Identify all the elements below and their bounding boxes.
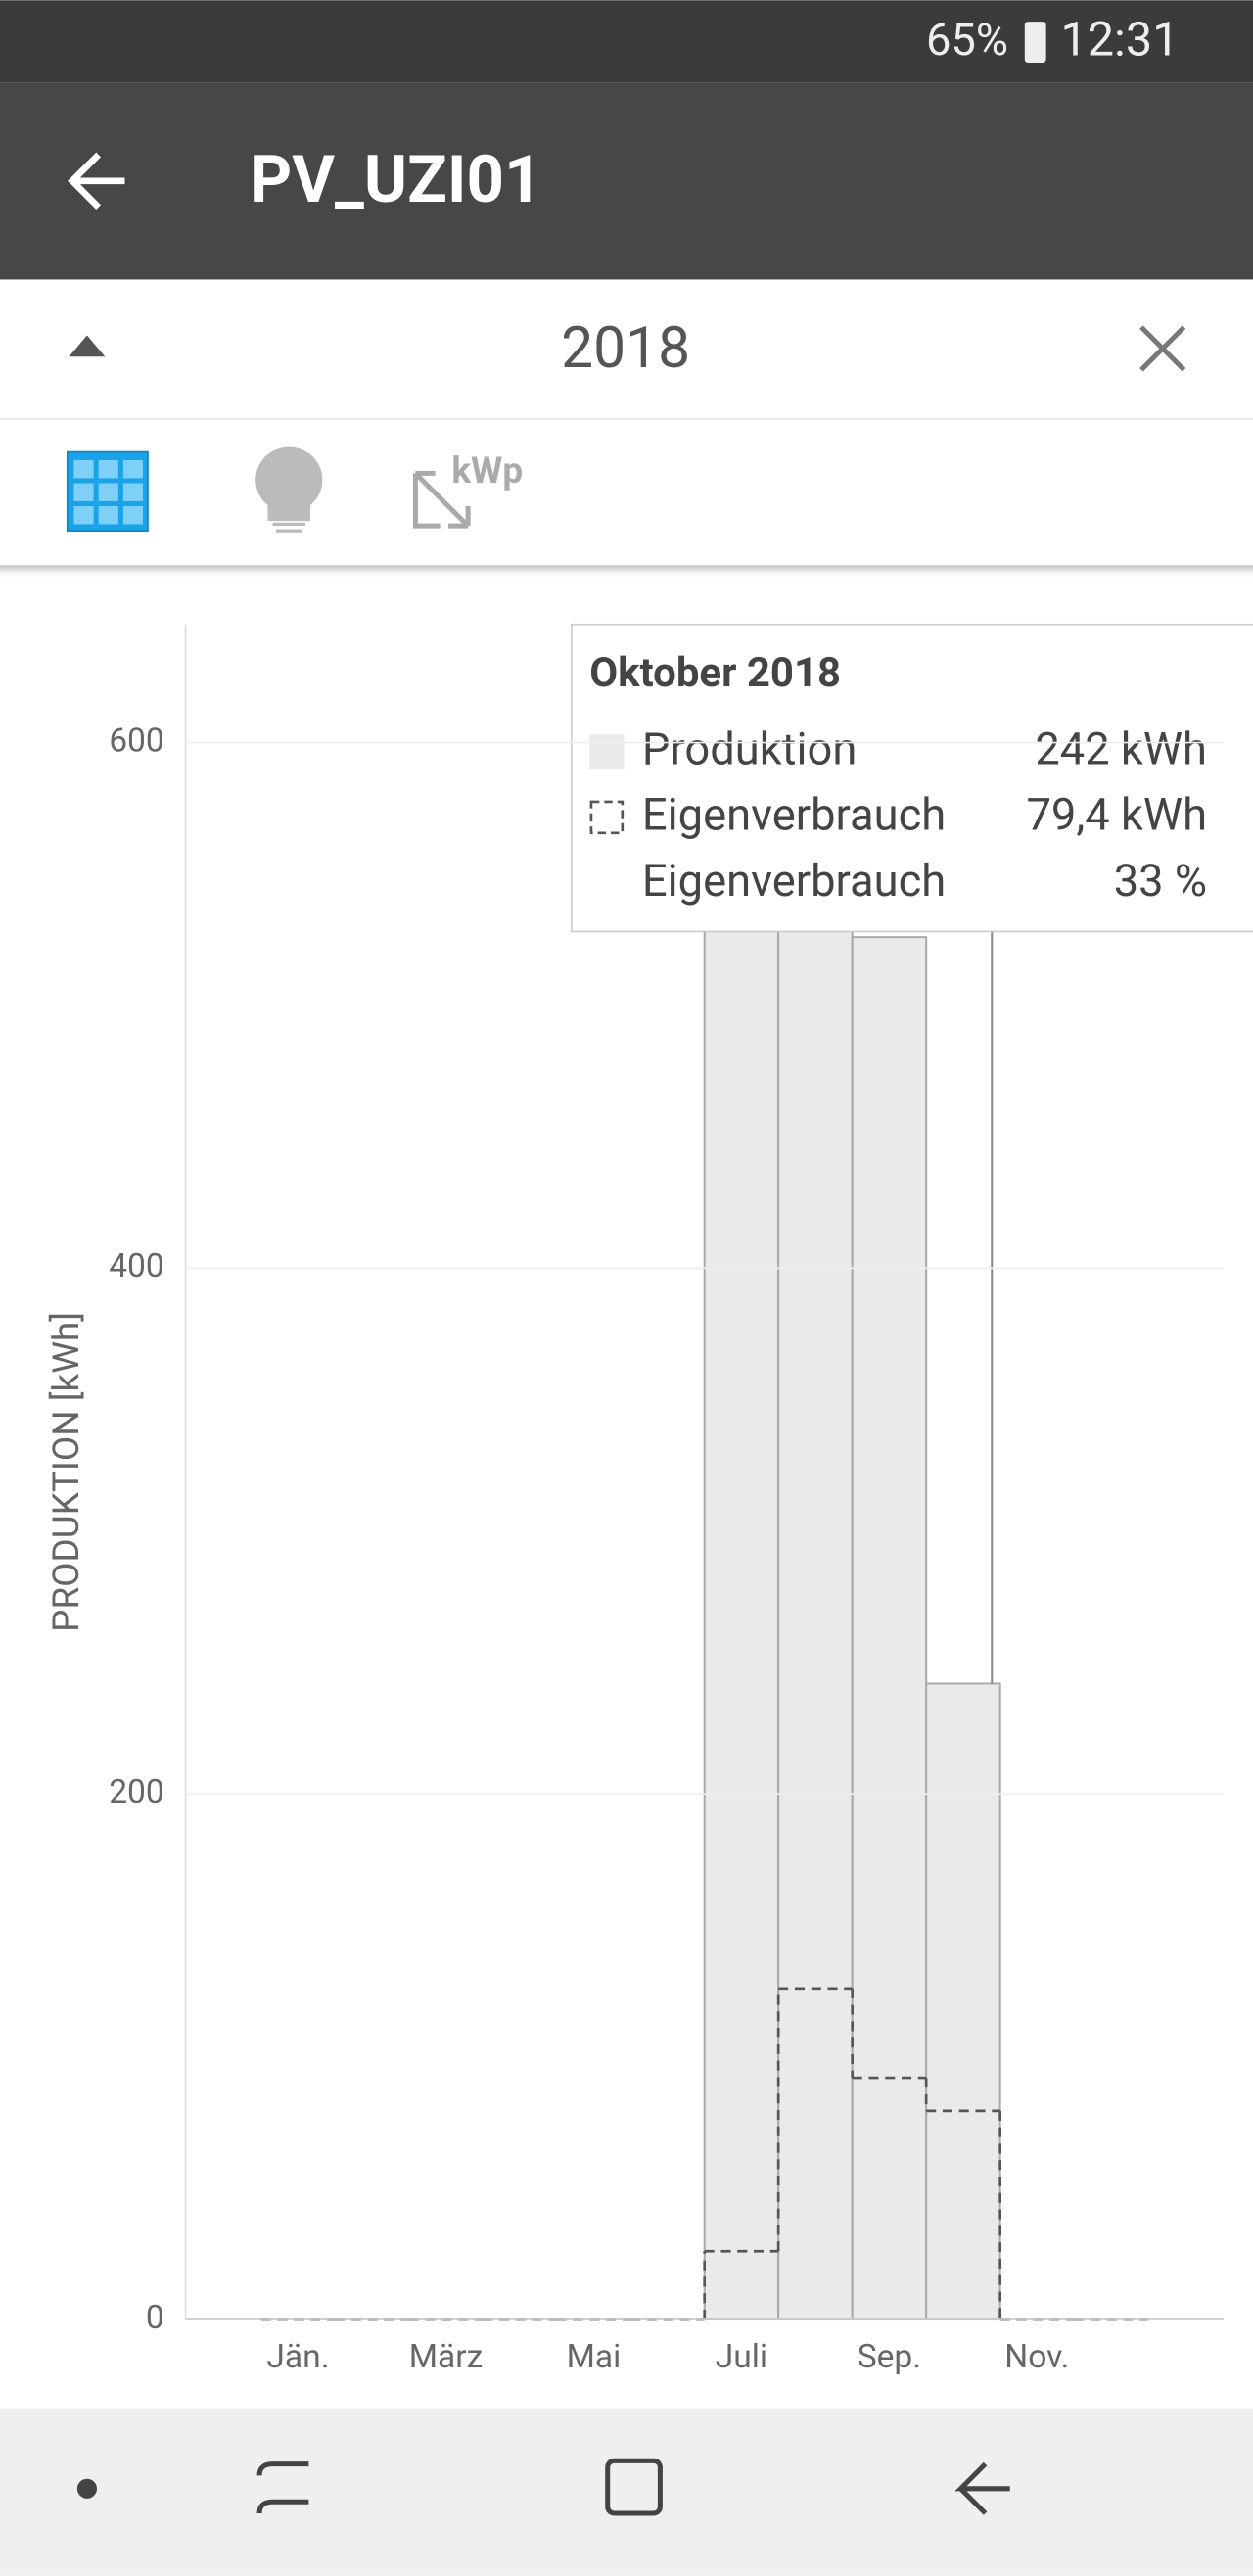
y-tick-label: 400 [109, 1247, 164, 1286]
collapse-button[interactable] [69, 335, 106, 357]
y-tick-label: 200 [109, 1773, 164, 1811]
nav-back[interactable] [954, 2461, 1010, 2515]
legend-label: Produktion [642, 725, 857, 776]
consumption-button[interactable] [255, 446, 323, 533]
tooltip-box [570, 623, 1253, 933]
legend-swatch [589, 734, 625, 770]
y-tick-label: 600 [109, 722, 164, 760]
app-title: PV_UZI01 [250, 142, 541, 218]
battery: 65% [926, 15, 1008, 67]
tooltip-value: 242 kWh [1035, 725, 1207, 776]
y-tick-label: 0 [146, 2299, 164, 2337]
x-tick-label: März [409, 2338, 484, 2376]
tooltip-value: 79,4 kWh [1026, 790, 1207, 842]
legend-swatch [589, 800, 625, 835]
app-bar [0, 82, 1253, 280]
clock: 12:31 [1060, 12, 1179, 68]
bar [703, 922, 780, 2321]
bar [851, 936, 928, 2321]
kwp-button[interactable] [412, 470, 471, 529]
x-tick-label: Mai [567, 2338, 622, 2376]
y-axis-title: PRODUKTION [kWh] [46, 1312, 88, 1632]
nav-bar [0, 2408, 1253, 2576]
kwp-label: kWp [451, 450, 523, 492]
nav-home[interactable] [605, 2458, 663, 2516]
nav-recent[interactable] [256, 2461, 309, 2514]
legend-label: Eigenverbrauch [642, 790, 946, 842]
share-value: 33 % [1114, 856, 1207, 908]
nav-dot[interactable] [76, 2478, 97, 2499]
close-button[interactable] [1139, 325, 1186, 372]
shadow [0, 565, 1253, 579]
x-tick-label: Nov. [1004, 2338, 1069, 2376]
share-label: Eigenverbrauch [642, 856, 946, 908]
x-tick-label: Juli [716, 2338, 767, 2376]
x-tick-label: Jän. [266, 2338, 329, 2376]
year: 2018 [561, 315, 690, 382]
x-tick-label: Sep. [858, 2338, 921, 2376]
panel-grid [73, 459, 143, 525]
tooltip-title: Oktober 2018 [589, 649, 841, 697]
battery-icon [1024, 22, 1046, 64]
bar [925, 1682, 1001, 2321]
back-button[interactable] [68, 152, 125, 211]
